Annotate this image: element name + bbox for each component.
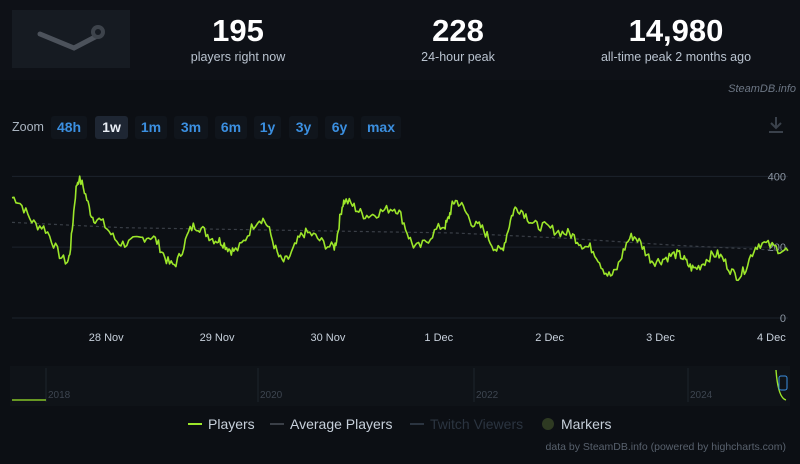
x-tick-label: 1 Dec (424, 332, 453, 344)
zoom-1m-button[interactable]: 1m (135, 116, 167, 139)
legend-markers-label: Markers (561, 416, 612, 432)
x-tick-label: 2 Dec (535, 332, 564, 344)
chart-series (11, 175, 789, 282)
legend-players[interactable]: Players (188, 416, 255, 432)
all-time-peak-label: all-time peak 2 months ago (600, 50, 752, 64)
x-axis-ticks: 28 Nov 29 Nov 30 Nov 1 Dec 2 Dec 3 Dec 4 Dec (89, 332, 786, 344)
chart-footer: data by SteamDB.info (powered by highcha… (545, 441, 786, 453)
peak-24h-value: 228 (432, 13, 484, 48)
steamdb-credit: SteamDB.info (728, 83, 796, 95)
legend-twitch-viewers[interactable]: Twitch Viewers (410, 416, 523, 432)
legend-markers-swatch (542, 418, 554, 430)
legend-players-swatch (188, 423, 202, 425)
x-tick-label: 3 Dec (646, 332, 675, 344)
zoom-max-button[interactable]: max (361, 116, 401, 139)
x-tick-label: 28 Nov (89, 332, 124, 344)
download-icon[interactable] (768, 116, 784, 134)
players-line (11, 175, 789, 282)
navigator-year-label: 2024 (690, 390, 713, 401)
navigator: 2018 2020 2022 2024 (10, 366, 790, 406)
x-tick-label: 4 Dec (757, 332, 786, 344)
zoom-1w-button[interactable]: 1w (95, 116, 128, 139)
navigator-year-label: 2020 (260, 390, 283, 401)
current-players-label: players right now (190, 50, 286, 64)
game-logo (12, 10, 130, 68)
zoom-3y-button[interactable]: 3y (289, 116, 318, 139)
all-time-peak-value: 14,980 (628, 13, 724, 48)
navigator-handle[interactable] (778, 375, 788, 391)
y-tick-label: 0 (780, 313, 786, 325)
legend-markers[interactable]: Markers (542, 416, 612, 432)
legend-twitch-label: Twitch Viewers (430, 416, 524, 432)
peak-24h-label: 24-hour peak (421, 50, 495, 64)
navigator-background (10, 366, 790, 406)
x-tick-label: 30 Nov (311, 332, 346, 344)
chart-grid (12, 175, 788, 319)
legend-average-players[interactable]: Average Players (270, 416, 392, 432)
legend-average-swatch (270, 423, 284, 425)
navigator-year-label: 2018 (48, 390, 71, 401)
navigator-year-label: 2022 (476, 390, 499, 401)
zoom-6y-button[interactable]: 6y (325, 116, 354, 139)
legend-players-label: Players (208, 416, 255, 432)
navigator-recent-line (775, 369, 787, 401)
y-tick-label: 400 (768, 171, 786, 183)
legend-average-label: Average Players (290, 416, 393, 432)
zoom-3m-button[interactable]: 3m (174, 116, 208, 139)
all-time-peak-stat: 14,980 all-time peak 2 months ago (586, 13, 766, 65)
zoom-label: Zoom (12, 120, 44, 134)
zoom-48h-button[interactable]: 48h (51, 116, 87, 139)
current-players-value: 195 (212, 13, 264, 48)
peak-24h-stat: 228 24-hour peak (368, 13, 548, 65)
average-players-line (11, 221, 789, 252)
zoom-1y-button[interactable]: 1y (254, 116, 281, 139)
stats-header: 195 players right now 228 24-hour peak 1… (0, 0, 800, 80)
zoom-6m-button[interactable]: 6m (215, 116, 247, 139)
current-players-stat: 195 players right now (148, 13, 328, 65)
x-tick-label: 29 Nov (200, 332, 235, 344)
legend-twitch-swatch (410, 423, 424, 425)
